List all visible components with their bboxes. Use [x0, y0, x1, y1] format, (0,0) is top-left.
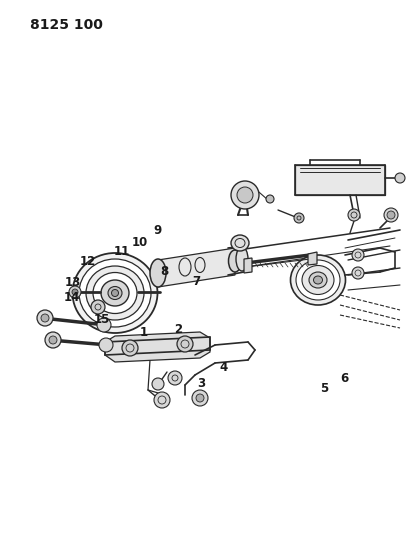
Text: 14: 14: [63, 291, 80, 304]
Circle shape: [383, 208, 397, 222]
Text: 6: 6: [339, 372, 348, 385]
Circle shape: [230, 181, 258, 209]
Ellipse shape: [93, 272, 137, 313]
Ellipse shape: [108, 287, 122, 300]
Ellipse shape: [79, 259, 151, 327]
Ellipse shape: [301, 265, 333, 295]
Ellipse shape: [313, 276, 322, 284]
Text: 2: 2: [174, 323, 182, 336]
Polygon shape: [307, 252, 316, 265]
Text: 1: 1: [139, 326, 147, 338]
Text: 12: 12: [80, 255, 96, 268]
Circle shape: [196, 394, 204, 402]
Circle shape: [168, 371, 182, 385]
Circle shape: [351, 267, 363, 279]
Circle shape: [72, 289, 78, 295]
Text: 4: 4: [219, 361, 227, 374]
Text: 3: 3: [196, 377, 204, 390]
Circle shape: [154, 392, 170, 408]
Circle shape: [236, 187, 252, 203]
Ellipse shape: [72, 253, 157, 333]
Circle shape: [91, 300, 105, 314]
Text: 15: 15: [93, 313, 110, 326]
Circle shape: [41, 314, 49, 322]
Ellipse shape: [101, 280, 129, 306]
Circle shape: [49, 336, 57, 344]
Circle shape: [265, 195, 273, 203]
Circle shape: [37, 310, 53, 326]
Text: 10: 10: [131, 236, 147, 249]
Circle shape: [45, 332, 61, 348]
Ellipse shape: [290, 255, 345, 305]
Text: 8125 100: 8125 100: [30, 18, 103, 32]
Ellipse shape: [308, 272, 326, 288]
Circle shape: [191, 390, 207, 406]
Polygon shape: [157, 248, 234, 287]
Text: 11: 11: [114, 245, 130, 258]
Ellipse shape: [236, 247, 247, 271]
Circle shape: [152, 378, 164, 390]
Circle shape: [394, 173, 404, 183]
Text: 7: 7: [191, 275, 200, 288]
Text: 9: 9: [153, 224, 162, 237]
Text: 13: 13: [65, 276, 81, 289]
Circle shape: [351, 249, 363, 261]
Circle shape: [347, 209, 359, 221]
Ellipse shape: [86, 266, 144, 320]
Polygon shape: [294, 165, 384, 195]
Circle shape: [122, 340, 138, 356]
Ellipse shape: [230, 235, 248, 251]
Circle shape: [99, 338, 113, 352]
Circle shape: [293, 213, 303, 223]
Circle shape: [177, 336, 193, 352]
Ellipse shape: [228, 250, 241, 272]
Circle shape: [386, 211, 394, 219]
Circle shape: [97, 318, 111, 332]
Circle shape: [69, 286, 81, 298]
Polygon shape: [243, 258, 252, 273]
Text: 8: 8: [160, 265, 168, 278]
Ellipse shape: [111, 289, 118, 296]
Polygon shape: [105, 332, 209, 362]
Ellipse shape: [150, 259, 166, 287]
Ellipse shape: [295, 260, 339, 300]
Text: 5: 5: [319, 382, 327, 394]
